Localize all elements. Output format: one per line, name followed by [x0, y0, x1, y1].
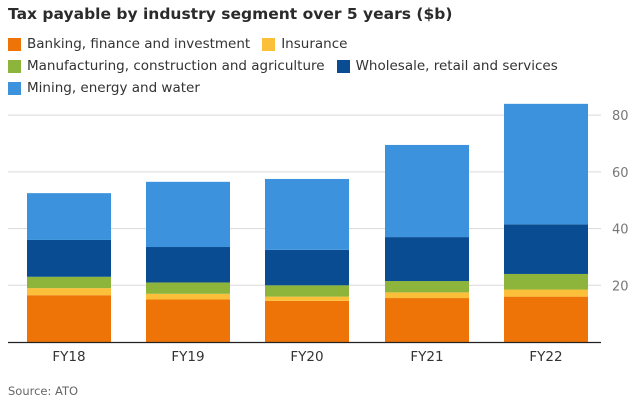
- bar-fy18-series-4: [27, 193, 111, 240]
- legend-swatch-mining: [8, 81, 21, 95]
- legend-item-mining: Mining, energy and water: [8, 80, 200, 96]
- bar-fy21-series-2: [385, 281, 469, 293]
- y-tick-label-80: 80: [612, 109, 629, 124]
- bar-fy20-series-3: [265, 249, 349, 286]
- bars: [27, 103, 588, 342]
- bar-fy19-series-3: [146, 247, 230, 283]
- chart-title: Tax payable by industry segment over 5 y…: [8, 5, 453, 23]
- bar-fy18-series-1: [27, 288, 111, 296]
- legend-swatch-banking: [8, 37, 21, 51]
- legend-label-wholesale: Wholesale, retail and services: [355, 58, 558, 74]
- legend-label-banking: Banking, finance and investment: [27, 36, 251, 52]
- bar-fy19-series-4: [146, 181, 230, 248]
- x-tick-label-fy21: FY21: [410, 349, 443, 365]
- bar-fy19-series-2: [146, 282, 230, 294]
- bar-fy22-series-4: [504, 103, 588, 225]
- y-tick-label-60: 60: [612, 166, 629, 181]
- x-tick-label-fy18: FY18: [52, 349, 85, 365]
- bar-fy19-series-1: [146, 293, 230, 300]
- bar-fy18-series-0: [27, 295, 111, 342]
- legend-swatch-insurance: [262, 37, 276, 51]
- x-tick-label-fy22: FY22: [529, 349, 562, 365]
- source-note: Source: ATO: [8, 384, 79, 398]
- bar-fy21-series-3: [385, 237, 469, 282]
- legend-item-manufacturing: Manufacturing, construction and agricult…: [8, 58, 325, 74]
- x-tick-label-fy20: FY20: [290, 349, 323, 365]
- bar-fy22-series-1: [504, 289, 588, 297]
- legend-row-2: Manufacturing, construction and agricult…: [8, 57, 570, 75]
- bar-fy21-series-0: [385, 298, 469, 342]
- bar-fy21-series-4: [385, 144, 469, 238]
- bar-fy20-series-0: [265, 300, 349, 342]
- legend-swatch-wholesale: [336, 59, 350, 73]
- legend-row-3: Mining, energy and water: [8, 79, 212, 97]
- legend-row-1: Banking, finance and investment Insuranc…: [8, 35, 359, 53]
- bar-fy19-series-0: [146, 299, 230, 342]
- legend-item-banking: Banking, finance and investment: [8, 36, 250, 52]
- bar-fy18-series-3: [27, 239, 111, 277]
- y-tick-label-40: 40: [612, 223, 629, 238]
- bar-fy21-series-1: [385, 292, 469, 299]
- x-tick-label-fy19: FY19: [171, 349, 204, 365]
- legend-label-insurance: Insurance: [281, 36, 348, 52]
- legend-item-insurance: Insurance: [262, 36, 347, 52]
- bar-fy22-series-3: [504, 224, 588, 274]
- legend-swatch-manufacturing: [8, 59, 21, 73]
- bar-fy18-series-2: [27, 276, 111, 289]
- legend-item-wholesale: Wholesale, retail and services: [336, 58, 558, 74]
- bar-fy20-series-1: [265, 296, 349, 301]
- bar-fy22-series-2: [504, 273, 588, 290]
- legend-label-manufacturing: Manufacturing, construction and agricult…: [27, 58, 325, 74]
- legend-label-mining: Mining, energy and water: [27, 80, 200, 96]
- bar-fy20-series-4: [265, 178, 349, 250]
- y-tick-label-20: 20: [612, 279, 629, 294]
- bar-fy20-series-2: [265, 285, 349, 297]
- bar-fy22-series-0: [504, 296, 588, 342]
- axes: 20 40 60 80 FY18 FY19 FY20 FY21 FY22: [8, 109, 629, 365]
